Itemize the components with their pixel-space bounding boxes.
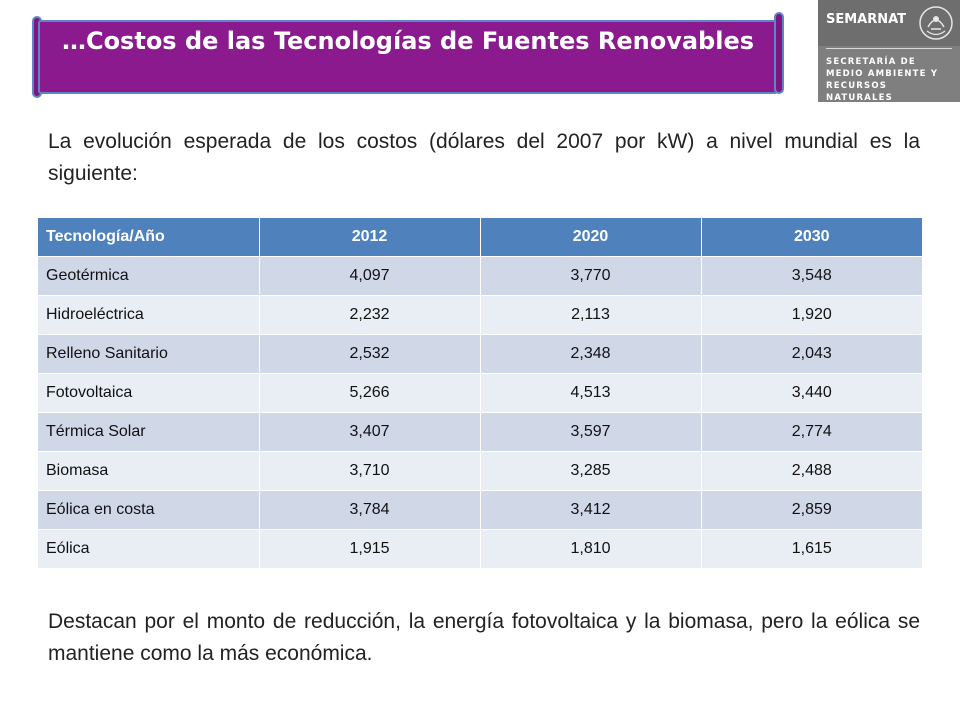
cell-2012: 3,710 [259, 451, 481, 491]
title-banner: …Costos de las Tecnologías de Fuentes Re… [32, 12, 784, 98]
table-row: Hidroeléctrica 2,232 2,113 1,920 [38, 295, 922, 335]
logo-name: SEMARNAT [826, 12, 907, 27]
cell-2020: 4,513 [480, 373, 702, 413]
cell-2020: 1,810 [480, 529, 702, 568]
cell-2020: 3,770 [480, 256, 702, 296]
conclusion-paragraph: Destacan por el monto de reducción, la e… [48, 610, 920, 665]
cell-2012: 5,266 [259, 373, 481, 413]
table-row: Térmica Solar 3,407 3,597 2,774 [38, 412, 922, 452]
intro-paragraph: La evolución esperada de los costos (dól… [48, 130, 920, 185]
cell-2030: 2,488 [701, 451, 922, 491]
cell-2012: 1,915 [259, 529, 481, 568]
cell-2012: 3,407 [259, 412, 481, 452]
table-row: Eólica en costa 3,784 3,412 2,859 [38, 490, 922, 530]
header-2012: 2012 [259, 218, 481, 257]
cell-2030: 2,774 [701, 412, 922, 452]
cell-technology: Eólica [38, 529, 260, 568]
table-row: Relleno Sanitario 2,532 2,348 2,043 [38, 334, 922, 374]
cell-2012: 4,097 [259, 256, 481, 296]
table-row: Biomasa 3,710 3,285 2,488 [38, 451, 922, 491]
cell-technology: Fotovoltaica [38, 373, 260, 413]
cell-2012: 2,532 [259, 334, 481, 374]
cell-technology: Hidroeléctrica [38, 295, 260, 335]
logo-subtitle: SECRETARÍA DE MEDIO AMBIENTE Y RECURSOS … [826, 57, 939, 103]
header-2020: 2020 [480, 218, 702, 257]
scroll-right-end [774, 12, 784, 94]
mexico-coat-of-arms-icon [919, 6, 953, 40]
cell-2012: 2,232 [259, 295, 481, 335]
cell-2030: 3,440 [701, 373, 922, 413]
table-row: Geotérmica 4,097 3,770 3,548 [38, 256, 922, 296]
cell-2012: 3,784 [259, 490, 481, 530]
cell-2030: 1,615 [701, 529, 922, 568]
cell-2030: 3,548 [701, 256, 922, 296]
cell-2020: 3,285 [480, 451, 702, 491]
cost-table: Tecnología/Año 2012 2020 2030 Geotérmica… [38, 218, 922, 568]
cell-technology: Geotérmica [38, 256, 260, 296]
cell-2020: 2,113 [480, 295, 702, 335]
logo-divider [826, 48, 952, 49]
table-row: Fotovoltaica 5,266 4,513 3,440 [38, 373, 922, 413]
cell-2030: 2,043 [701, 334, 922, 374]
cell-technology: Relleno Sanitario [38, 334, 260, 374]
table-row: Eólica 1,915 1,810 1,615 [38, 529, 922, 568]
header-technology: Tecnología/Año [38, 218, 260, 257]
cell-technology: Eólica en costa [38, 490, 260, 530]
cell-2020: 3,412 [480, 490, 702, 530]
cell-2030: 2,859 [701, 490, 922, 530]
semarnat-logo: SEMARNAT SECRETARÍA DE MEDIO AMBIENTE Y … [818, 0, 960, 103]
header-2030: 2030 [701, 218, 922, 257]
cell-technology: Biomasa [38, 451, 260, 491]
slide-title: …Costos de las Tecnologías de Fuentes Re… [61, 27, 755, 55]
table-header-row: Tecnología/Año 2012 2020 2030 [38, 218, 922, 257]
cell-2030: 1,920 [701, 295, 922, 335]
cell-2020: 3,597 [480, 412, 702, 452]
cell-technology: Térmica Solar [38, 412, 260, 452]
cell-2020: 2,348 [480, 334, 702, 374]
